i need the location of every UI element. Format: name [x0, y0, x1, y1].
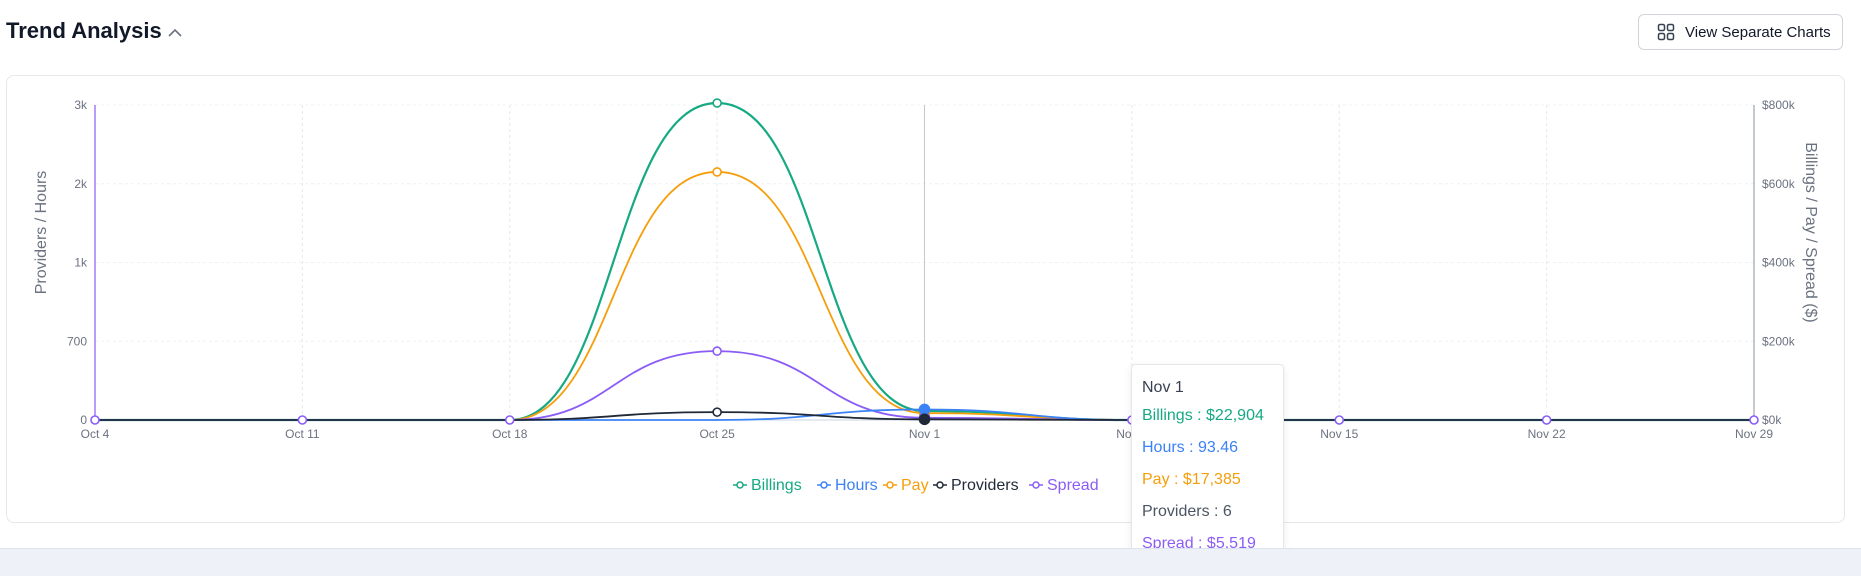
- right-tick-label: $400k: [1762, 256, 1796, 270]
- left-tick-label: 1k: [74, 256, 88, 270]
- series-lines: [94, 101, 1754, 422]
- point-providers[interactable]: [918, 413, 931, 426]
- legend-label-spread[interactable]: Spread: [1047, 477, 1099, 494]
- right-tick-label: $800k: [1762, 98, 1796, 112]
- left-tick-label: 2k: [74, 177, 88, 191]
- x-tick-label: Oct 11: [285, 427, 320, 441]
- tooltip-pay: Pay : $17,385: [1142, 471, 1241, 488]
- bottom-panel-edge: [0, 548, 1861, 576]
- point-spread[interactable]: [90, 415, 100, 425]
- tooltip-billings: Billings : $22,904: [1142, 407, 1264, 424]
- tooltip-providers: Providers : 6: [1142, 503, 1232, 520]
- left-tick-label: 0: [80, 413, 87, 427]
- point-spread[interactable]: [1334, 415, 1345, 425]
- view-separate-charts-label: View Separate Charts: [1685, 23, 1831, 41]
- point-spread[interactable]: [1749, 415, 1759, 425]
- left-axis-title: Providers / Hours: [33, 171, 50, 295]
- left-tick-label: 3k: [74, 98, 88, 112]
- point-spread[interactable]: [504, 415, 515, 425]
- x-tick-label: Oct 25: [699, 427, 735, 441]
- section-title: Trend Analysis: [6, 18, 162, 43]
- right-tick-label: $600k: [1762, 177, 1796, 191]
- tooltip-spread: Spread : $5,519: [1142, 535, 1256, 552]
- legend-label-pay[interactable]: Pay: [901, 477, 929, 494]
- legend-dot-spread[interactable]: [1032, 481, 1040, 489]
- left-tick-label: 700: [67, 334, 87, 348]
- point-spread[interactable]: [1541, 415, 1552, 425]
- point-providers[interactable]: [712, 407, 722, 417]
- legend-dot-pay[interactable]: [886, 481, 894, 489]
- right-tick-label: $200k: [1762, 334, 1796, 348]
- legend-label-billings[interactable]: Billings: [751, 477, 802, 494]
- legend[interactable]: Billings Hours Pay Providers Spread: [733, 477, 1099, 494]
- point-spread[interactable]: [297, 415, 308, 425]
- legend-dot-billings[interactable]: [736, 481, 744, 489]
- legend-dot-providers[interactable]: [936, 481, 944, 489]
- x-tick-label: Nov 1: [909, 427, 941, 441]
- point-spread[interactable]: [712, 346, 722, 356]
- x-tick-label: Nov 15: [1320, 427, 1358, 441]
- tooltip-hours: Hours : 93.46: [1142, 439, 1239, 456]
- grid: [95, 104, 1754, 420]
- x-tick-label: Oct 18: [492, 427, 528, 441]
- point-billings[interactable]: [712, 98, 722, 108]
- point-pay[interactable]: [712, 167, 722, 177]
- tooltip-date: Nov 1: [1142, 379, 1184, 396]
- legend-label-providers[interactable]: Providers: [951, 477, 1019, 494]
- right-axis-title: Billings / Pay / Spread ($): [1802, 142, 1819, 323]
- legend-dot-hours[interactable]: [820, 481, 828, 489]
- point-hours[interactable]: [918, 403, 931, 416]
- right-tick-label: $0k: [1762, 413, 1782, 427]
- x-tick-label: Nov 29: [1735, 427, 1773, 441]
- grid-icon: [1657, 23, 1675, 41]
- collapse-chevron-icon[interactable]: [164, 22, 186, 44]
- section-header: Trend Analysis View Separate Charts: [0, 0, 1861, 64]
- x-tick-label: Nov 22: [1528, 427, 1566, 441]
- x-tick-label: Oct 4: [81, 427, 110, 441]
- view-separate-charts-button[interactable]: View Separate Charts: [1638, 14, 1843, 50]
- series-points[interactable]: [90, 98, 1759, 426]
- legend-label-hours[interactable]: Hours: [835, 477, 878, 494]
- chart-card: [6, 75, 1845, 523]
- chart-tooltip: Nov 1 Billings : $22,904 Hours : 93.46 P…: [1131, 364, 1284, 569]
